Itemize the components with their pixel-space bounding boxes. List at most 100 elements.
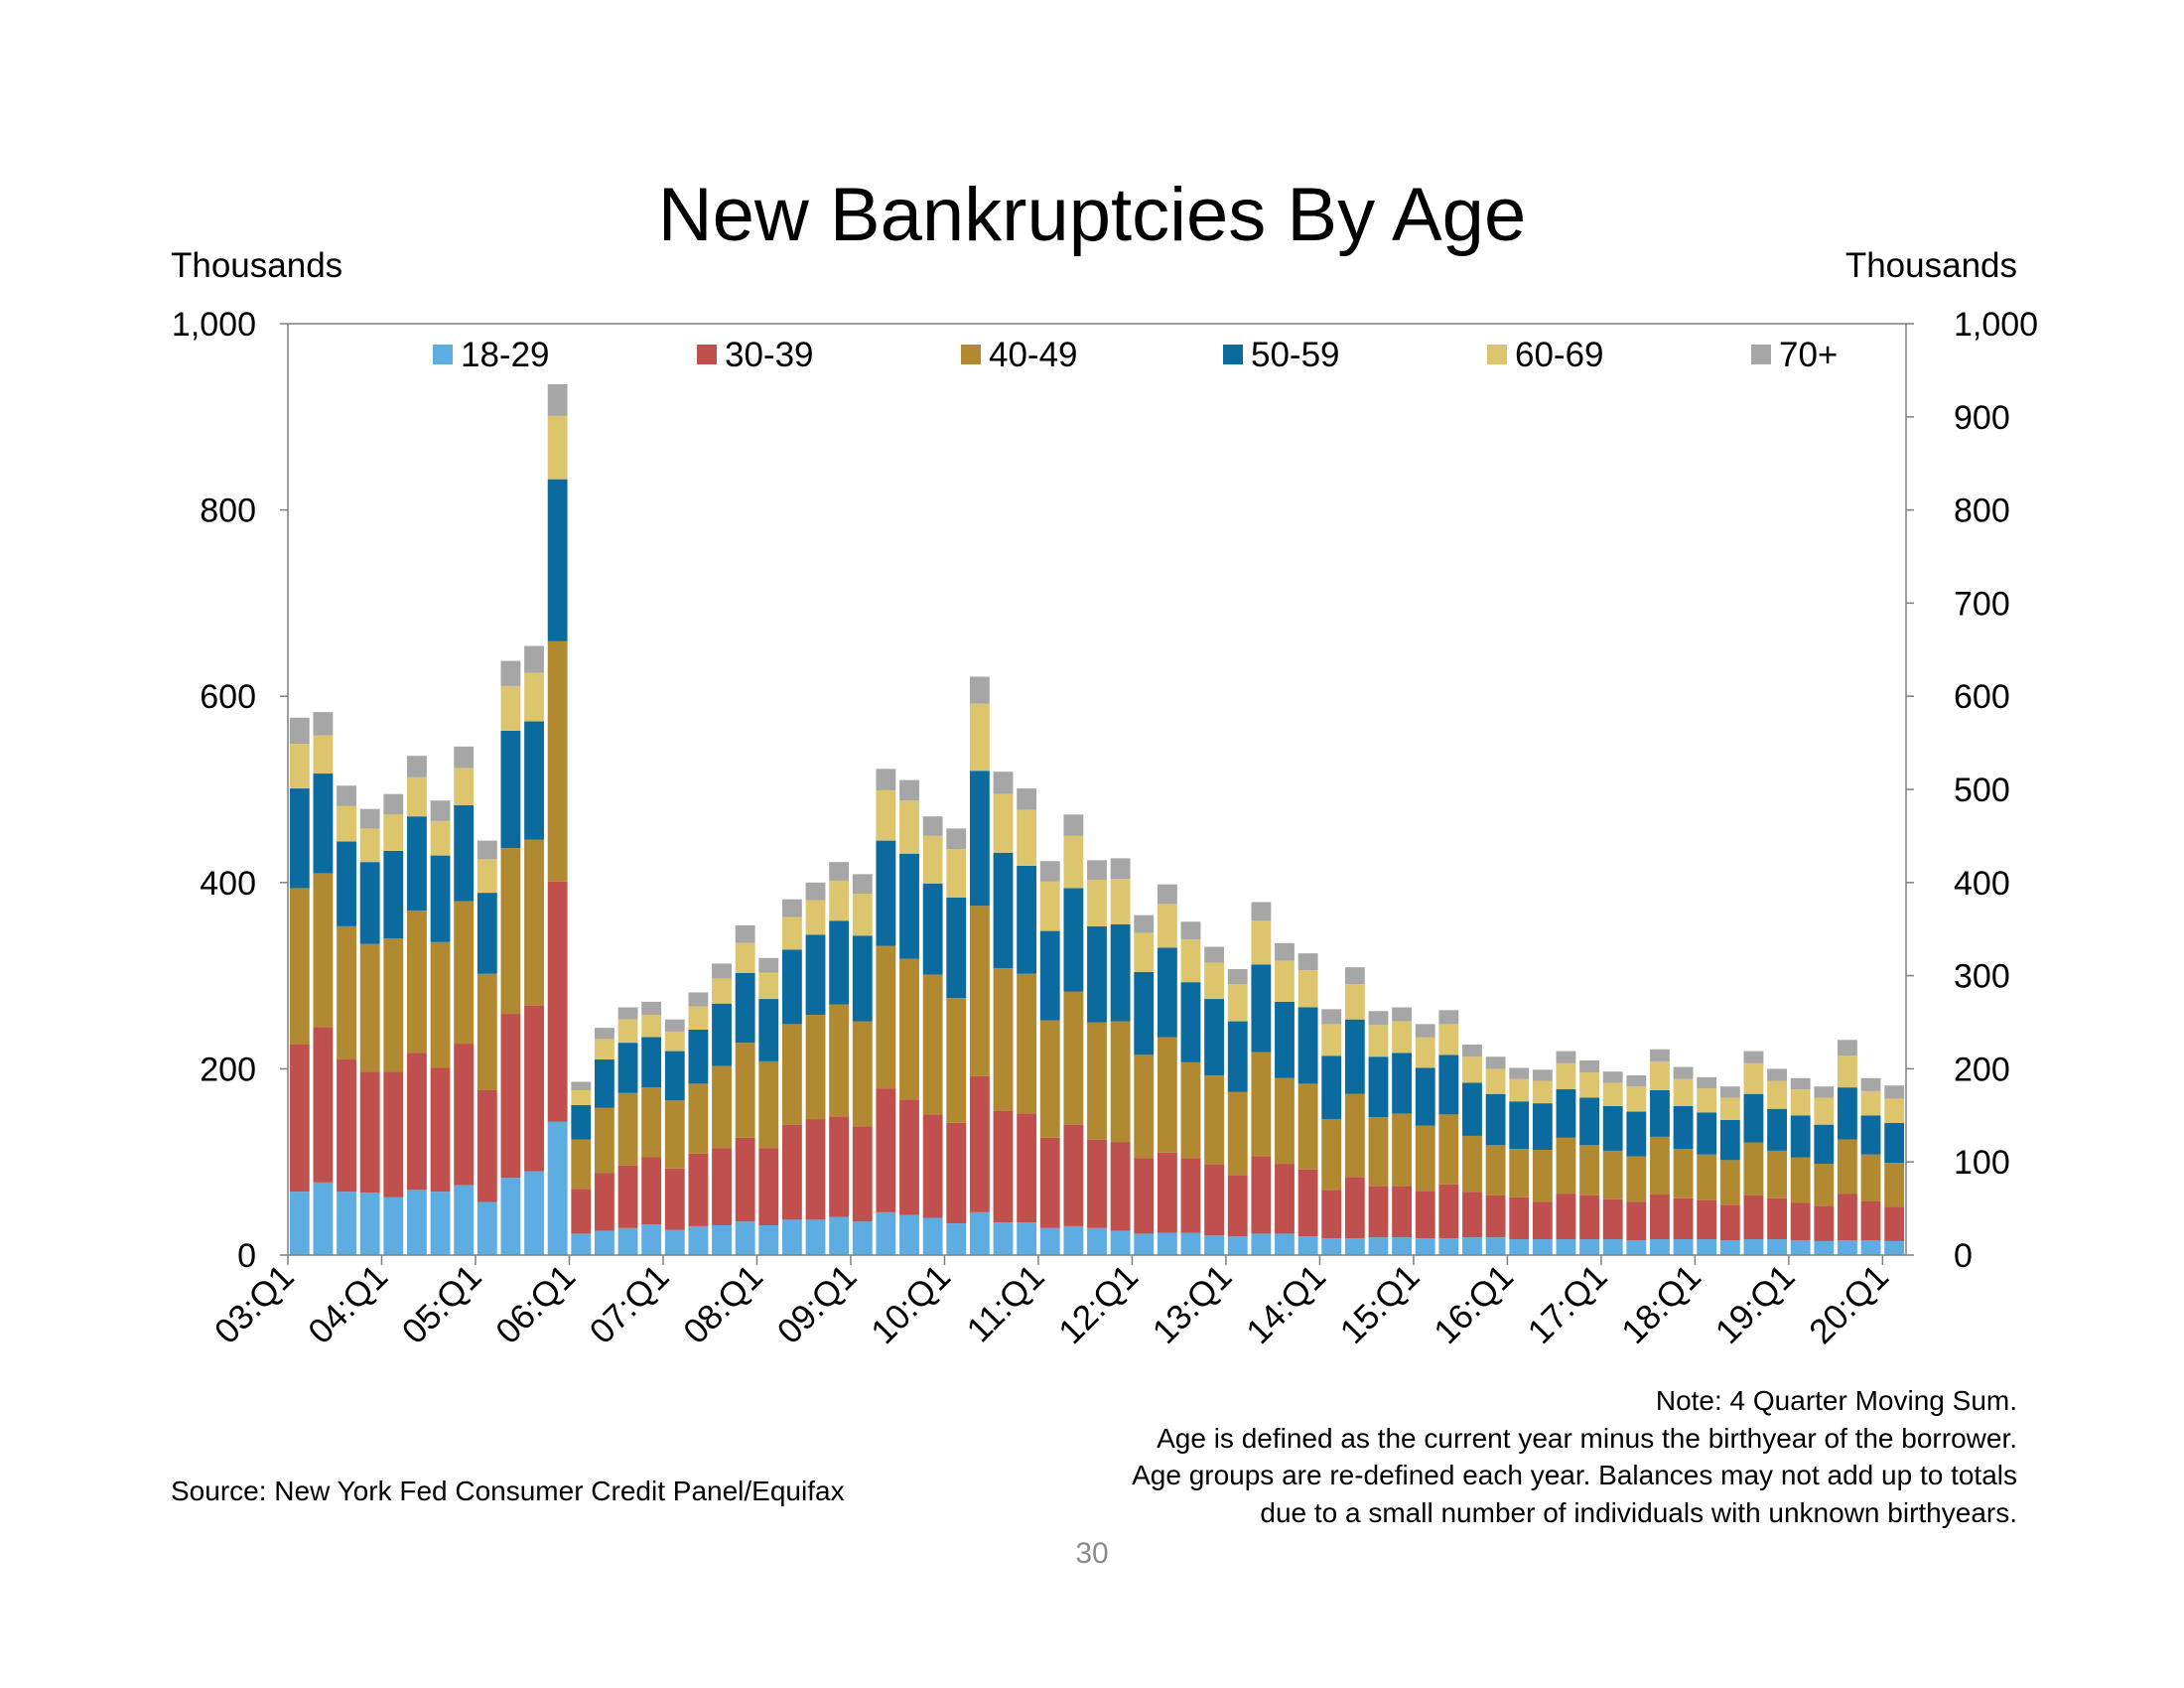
bar-segment-70+-09:Q3 xyxy=(899,779,919,801)
bar-segment-18-29-15:Q4 xyxy=(1485,1237,1506,1255)
bar-segment-50-59-17:Q1 xyxy=(1602,1105,1623,1151)
legend-label-40-49: 40-49 xyxy=(989,336,1078,374)
bar-segment-30-39-11:Q1 xyxy=(1039,1137,1060,1228)
bar-segment-30-39-17:Q1 xyxy=(1602,1198,1623,1240)
bar-segment-60-69-14:Q3 xyxy=(1368,1025,1389,1057)
bar-segment-18-29-19:Q3 xyxy=(1838,1239,1857,1255)
bar-segment-60-69-05:Q2 xyxy=(500,685,521,731)
bar-segment-70+-11:Q1 xyxy=(1039,861,1060,882)
legend-swatch-18-29 xyxy=(433,345,453,364)
bar-segment-60-69-03:Q2 xyxy=(313,735,334,774)
bar-segment-70+-07:Q4 xyxy=(735,924,755,943)
bar-segment-30-39-16:Q2 xyxy=(1532,1201,1553,1240)
legend-swatch-70+ xyxy=(1751,345,1771,364)
bar-segment-50-59-05:Q1 xyxy=(477,893,497,974)
bar-segment-60-69-15:Q3 xyxy=(1462,1056,1482,1083)
bar-segment-50-59-14:Q2 xyxy=(1344,1019,1365,1094)
bar-segment-18-29-05:Q1 xyxy=(477,1201,497,1255)
bar-segment-50-59-09:Q4 xyxy=(922,883,943,975)
bar-segment-40-49-11:Q2 xyxy=(1063,991,1084,1125)
bar-segment-30-39-13:Q3 xyxy=(1275,1164,1295,1234)
bar-segment-18-29-04:Q2 xyxy=(407,1190,427,1255)
bar-segment-18-29-18:Q2 xyxy=(1719,1239,1740,1255)
bar-segment-50-59-14:Q4 xyxy=(1392,1053,1413,1114)
bar-segment-70+-18:Q4 xyxy=(1767,1068,1787,1081)
bar-segment-40-49-12:Q4 xyxy=(1204,1074,1225,1166)
bar-segment-18-29-19:Q1 xyxy=(1790,1239,1811,1255)
bar-segment-30-39-03:Q3 xyxy=(337,1059,356,1193)
bar-segment-60-69-08:Q1 xyxy=(758,972,779,1000)
bar-segment-60-69-15:Q1 xyxy=(1415,1037,1435,1068)
bar-segment-40-49-08:Q3 xyxy=(805,1015,826,1120)
bar-segment-60-69-07:Q1 xyxy=(664,1031,685,1052)
legend-swatch-60-69 xyxy=(1487,345,1507,364)
bar-segment-70+-04:Q4 xyxy=(454,746,475,769)
legend-label-18-29: 18-29 xyxy=(461,336,550,374)
bar-segment-18-29-16:Q1 xyxy=(1509,1239,1530,1255)
x-axis-tick-label: 19:Q1 xyxy=(1708,1257,1803,1351)
bar-segment-60-69-18:Q4 xyxy=(1767,1080,1787,1109)
bar-segment-70+-16:Q4 xyxy=(1579,1059,1600,1073)
bar-segment-70+-15:Q2 xyxy=(1438,1010,1459,1025)
bar-segment-50-59-07:Q4 xyxy=(735,972,755,1044)
bar-segment-70+-17:Q1 xyxy=(1602,1071,1623,1083)
bar-segment-70+-18:Q3 xyxy=(1743,1051,1764,1063)
bar-segment-30-39-16:Q1 xyxy=(1509,1196,1530,1240)
x-axis-tick-label: 16:Q1 xyxy=(1427,1257,1521,1351)
right-axis-tick-label: 100 xyxy=(1954,1144,2010,1182)
bar-segment-70+-11:Q3 xyxy=(1087,860,1107,880)
bar-segment-40-49-07:Q1 xyxy=(664,1100,685,1169)
bar-segment-30-39-04:Q4 xyxy=(454,1044,475,1186)
bar-segment-18-29-19:Q4 xyxy=(1860,1239,1881,1255)
bar-segment-50-59-05:Q2 xyxy=(500,730,521,849)
bar-segment-70+-19:Q1 xyxy=(1790,1077,1811,1090)
bar-segment-50-59-13:Q1 xyxy=(1227,1021,1248,1092)
bar-segment-30-39-11:Q4 xyxy=(1110,1142,1131,1231)
bar-segment-50-59-13:Q4 xyxy=(1297,1007,1318,1084)
bar-segment-18-29-06:Q1 xyxy=(571,1233,592,1255)
left-axis-tick-label: 200 xyxy=(200,1051,256,1088)
bar-segment-18-29-14:Q3 xyxy=(1368,1237,1389,1255)
bar-segment-40-49-04:Q1 xyxy=(383,938,404,1072)
bar-segment-40-49-15:Q2 xyxy=(1438,1114,1459,1185)
bar-segment-18-29-10:Q4 xyxy=(1017,1222,1037,1255)
bar-segment-70+-12:Q3 xyxy=(1180,921,1201,940)
bar-segment-70+-13:Q1 xyxy=(1227,969,1248,985)
bar-segment-50-59-09:Q3 xyxy=(899,853,919,959)
bar-segment-60-69-17:Q1 xyxy=(1602,1082,1623,1106)
bar-segment-18-29-16:Q3 xyxy=(1556,1239,1576,1255)
bar-segment-30-39-09:Q2 xyxy=(876,1088,896,1212)
bar-segment-30-39-17:Q4 xyxy=(1673,1197,1694,1240)
bar-segment-60-69-18:Q3 xyxy=(1743,1062,1764,1094)
bar-segment-30-39-15:Q3 xyxy=(1462,1192,1482,1238)
bar-segment-70+-05:Q2 xyxy=(500,660,521,686)
bar-segment-40-49-07:Q3 xyxy=(712,1065,732,1149)
bar-segment-40-49-09:Q4 xyxy=(922,974,943,1115)
bar-segment-18-29-11:Q1 xyxy=(1039,1227,1060,1255)
bar-segment-40-49-10:Q4 xyxy=(1017,973,1037,1114)
bar-segment-70+-12:Q4 xyxy=(1204,946,1225,963)
bar-segment-70+-04:Q1 xyxy=(383,793,404,815)
bar-segment-60-69-10:Q1 xyxy=(946,849,967,898)
bar-segment-60-69-03:Q4 xyxy=(359,828,380,863)
bar-segment-50-59-19:Q1 xyxy=(1790,1115,1811,1158)
bar-segment-18-29-10:Q3 xyxy=(993,1222,1014,1255)
bar-segment-50-59-04:Q1 xyxy=(383,850,404,939)
bar-segment-18-29-17:Q3 xyxy=(1650,1239,1670,1255)
bar-segment-50-59-19:Q2 xyxy=(1814,1124,1835,1165)
bar-segment-18-29-06:Q2 xyxy=(594,1230,614,1255)
bar-segment-40-49-12:Q1 xyxy=(1134,1055,1155,1159)
bar-segment-18-29-18:Q1 xyxy=(1697,1239,1717,1255)
bar-segment-60-69-10:Q4 xyxy=(1017,809,1037,866)
bar-segment-50-59-16:Q4 xyxy=(1579,1097,1600,1146)
bar-segment-60-69-04:Q2 xyxy=(407,776,427,817)
bar-segment-60-69-03:Q1 xyxy=(289,744,310,789)
bar-segment-18-29-19:Q2 xyxy=(1814,1240,1835,1255)
bar-segment-60-69-07:Q4 xyxy=(735,942,755,973)
bar-segment-70+-17:Q4 xyxy=(1673,1066,1694,1079)
bar-segment-40-49-04:Q2 xyxy=(407,910,427,1054)
bar-segment-60-69-16:Q2 xyxy=(1532,1080,1553,1104)
bar-segment-50-59-13:Q3 xyxy=(1275,1001,1295,1078)
bar-segment-30-39-10:Q1 xyxy=(946,1122,967,1224)
bar-segment-18-29-12:Q4 xyxy=(1204,1235,1225,1255)
